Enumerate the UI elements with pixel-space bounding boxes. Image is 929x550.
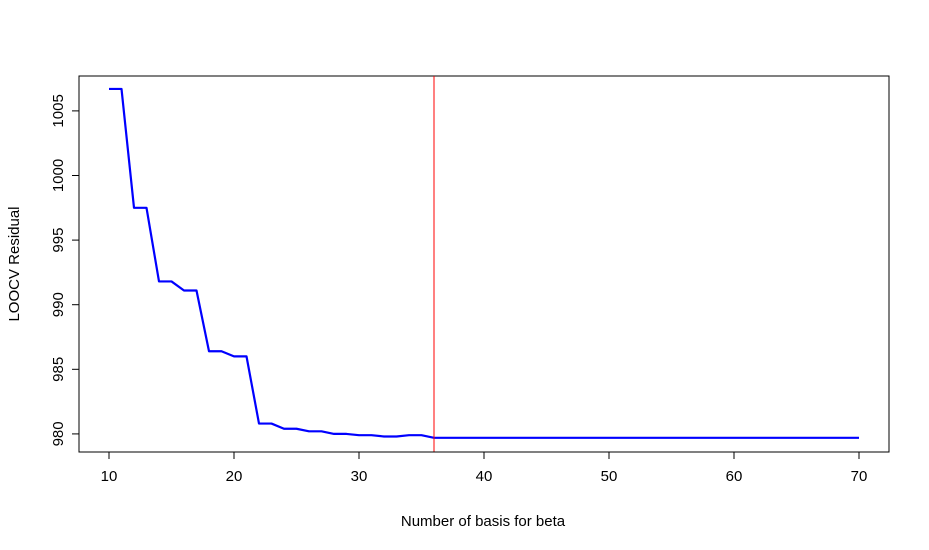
- x-tick-label: 10: [101, 468, 118, 485]
- y-tick-label: 995: [50, 228, 67, 253]
- y-tick-label: 1000: [50, 159, 67, 192]
- x-axis: 10 20 30 40 50 60 70: [101, 451, 868, 485]
- y-tick-label: 1005: [50, 94, 67, 127]
- x-tick-label: 30: [351, 468, 368, 485]
- x-tick-label: 20: [226, 468, 243, 485]
- series-line-0: [109, 87, 859, 439]
- x-tick-label: 60: [726, 468, 743, 485]
- x-tick-label: 40: [476, 468, 493, 485]
- x-axis-title: Number of basis for beta: [401, 513, 566, 530]
- plot-frame: [78, 75, 890, 453]
- y-tick-label: 980: [50, 421, 67, 446]
- y-tick-label: 990: [50, 292, 67, 317]
- y-axis-title: LOOCV Residual: [6, 206, 23, 321]
- x-tick-label: 70: [851, 468, 868, 485]
- y-tick-label: 985: [50, 357, 67, 382]
- y-axis: 980 985 990 995 1000 1005: [50, 94, 80, 446]
- data-layer: [109, 76, 859, 452]
- x-tick-label: 50: [601, 468, 618, 485]
